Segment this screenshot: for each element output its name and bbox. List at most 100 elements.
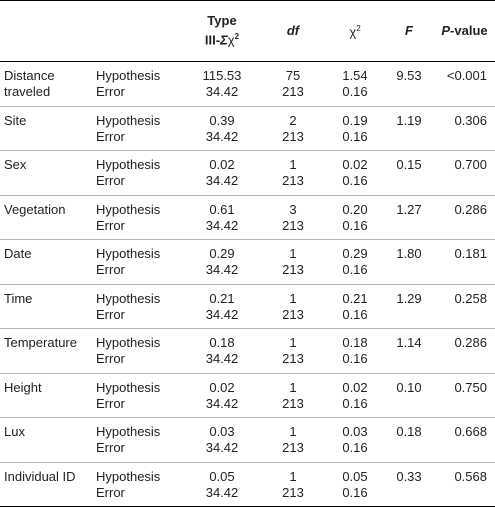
p-value-cell: 0.181 — [454, 246, 487, 261]
type-iii-cell: 34.42 — [205, 217, 239, 233]
chi2-cell: 0.16 — [342, 128, 368, 144]
table-row: Error 34.42 213 0.16 — [0, 129, 495, 151]
p-value-cell — [434, 218, 495, 240]
p-value-cell: 0.700 — [454, 157, 487, 172]
effect-cell: Hypothesis — [96, 112, 161, 128]
header-ss-line2: III- — [204, 32, 221, 48]
df-cell: 213 — [282, 173, 304, 188]
header-p-italic: P — [441, 23, 451, 38]
p-value-cell: <0.001 — [446, 68, 487, 83]
p-value-cell: 0.568 — [454, 468, 487, 484]
p-value-cell — [434, 173, 495, 195]
p-value-cell: 0.306 — [454, 112, 487, 128]
chi2-cell: 0.02 — [342, 157, 368, 172]
df-cell: 213 — [282, 484, 304, 500]
f-cell — [384, 173, 434, 195]
header-chi-sup: 2 — [356, 24, 361, 34]
header-ss-chi: χ — [227, 32, 235, 48]
effect-cell: Error — [96, 484, 125, 500]
f-cell: 0.15 — [396, 157, 422, 172]
f-cell — [384, 129, 434, 151]
chi2-cell: 0.21 — [342, 290, 368, 306]
p-value-cell: 0.258 — [454, 290, 487, 306]
variable-cell: Individual ID — [4, 468, 76, 484]
header-chi-symbol: χ — [349, 24, 357, 40]
effect-cell: Hypothesis — [96, 379, 161, 395]
variable-cell: Vegetation — [4, 201, 66, 217]
header-ss-line1: Type — [207, 13, 237, 29]
chi2-cell: 0.20 — [342, 201, 368, 217]
effect-cell: Error — [96, 217, 125, 233]
f-cell: 0.18 — [396, 424, 422, 439]
type-iii-cell: 0.29 — [209, 246, 235, 261]
type-iii-cell: 0.18 — [209, 335, 235, 350]
chi2-cell: 0.16 — [342, 484, 368, 500]
header-df: df — [286, 23, 300, 38]
df-cell: 213 — [282, 217, 304, 233]
type-iii-cell: 0.05 — [209, 468, 235, 484]
type-iii-cell: 34.42 — [205, 262, 239, 277]
p-value-cell: 0.286 — [454, 201, 487, 217]
type-iii-cell: 0.39 — [209, 112, 235, 128]
variable-cell: Height — [4, 379, 42, 395]
table-row: Lux Hypothesis 0.03 1 0.03 0.18 0.668 — [0, 418, 495, 441]
table-row: Error 34.42 213 0.16 — [0, 351, 495, 373]
p-value-cell — [434, 307, 495, 329]
p-value-cell — [434, 485, 495, 507]
variable-cell: Sex — [4, 157, 27, 172]
effect-cell: Error — [96, 440, 125, 455]
header-p-value: P-value — [434, 1, 495, 62]
f-cell — [384, 84, 434, 106]
table-row: Temperature Hypothesis 0.18 1 0.18 1.14 0.286 — [0, 329, 495, 352]
chi2-cell: 0.18 — [342, 335, 368, 350]
variable-cell: Lux — [4, 424, 25, 439]
f-cell — [384, 218, 434, 240]
table-row: Error 34.42 213 0.16 — [0, 173, 495, 195]
p-value-cell — [434, 129, 495, 151]
f-cell: 9.53 — [396, 68, 422, 83]
header-chi2: χ2 — [326, 1, 384, 62]
table-row: Vegetation Hypothesis 0.61 3 0.20 1.27 0.286 — [0, 195, 495, 218]
effect-cell: Error — [96, 262, 125, 277]
p-value-cell — [434, 396, 495, 418]
effect-cell: Hypothesis — [96, 68, 161, 83]
table-row: Date Hypothesis 0.29 1 0.29 1.80 0.181 — [0, 240, 495, 263]
chi2-cell: 1.54 — [342, 68, 368, 83]
variable-cell: Time — [4, 290, 33, 306]
p-value-cell: 0.668 — [454, 424, 487, 439]
p-value-cell — [434, 84, 495, 106]
effect-cell: Error — [96, 395, 125, 411]
df-cell: 1 — [289, 379, 297, 395]
f-cell — [384, 485, 434, 507]
table-row: Error 34.42 213 0.16 — [0, 307, 495, 329]
type-iii-cell: 34.42 — [205, 484, 239, 500]
header-variable — [0, 1, 96, 62]
effect-cell: Error — [96, 128, 125, 144]
f-cell — [384, 307, 434, 329]
table-row: Height Hypothesis 0.02 1 0.02 0.10 0.750 — [0, 373, 495, 396]
table-row: Error 34.42 213 0.16 — [0, 396, 495, 418]
df-cell: 213 — [282, 128, 304, 144]
df-cell: 1 — [289, 335, 297, 350]
type-iii-cell: 0.03 — [209, 424, 235, 439]
header-f: F — [405, 23, 413, 38]
type-iii-cell: 34.42 — [205, 440, 239, 455]
chi2-cell: 0.16 — [342, 217, 368, 233]
effect-cell: Hypothesis — [96, 468, 161, 484]
df-cell: 213 — [282, 306, 304, 322]
p-value-cell: 0.750 — [454, 379, 487, 395]
f-cell — [384, 262, 434, 284]
type-iii-cell: 34.42 — [205, 395, 239, 411]
header-p-rest: -value — [450, 23, 488, 38]
chi2-cell: 0.16 — [342, 351, 368, 366]
effect-cell: Error — [96, 306, 125, 322]
f-cell: 1.14 — [396, 335, 422, 350]
f-cell — [384, 396, 434, 418]
df-cell: 213 — [282, 84, 304, 99]
header-effect — [96, 1, 184, 62]
chi2-cell: 0.03 — [342, 424, 368, 439]
f-cell: 1.19 — [396, 112, 422, 128]
header-ss-sup: 2 — [234, 32, 240, 42]
